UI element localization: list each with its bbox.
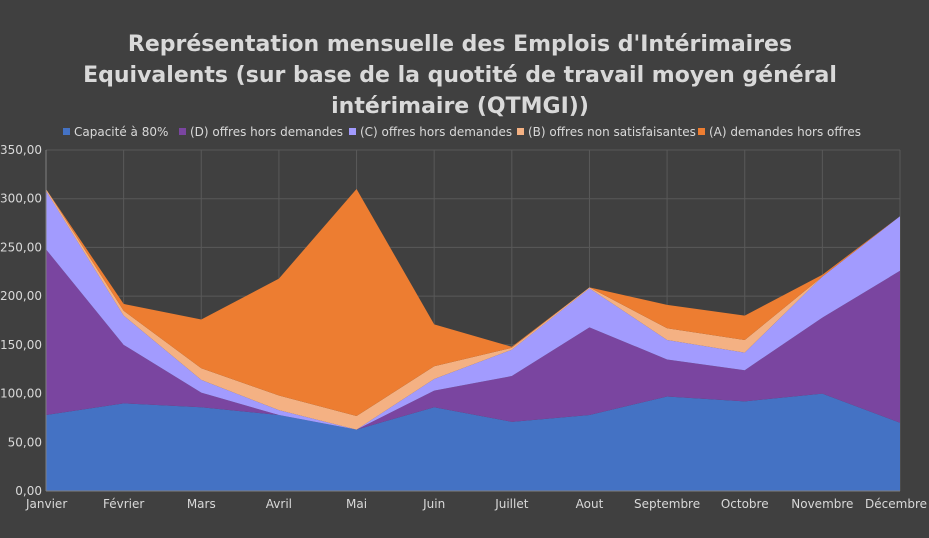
area-series-1 bbox=[46, 249, 900, 430]
y-tick-label-2: 100,00 bbox=[0, 387, 42, 401]
legend-swatch-2 bbox=[349, 128, 356, 135]
x-axis-tick-labels: Janvier Février Mars Avril Mai Juin Juillet Aou… bbox=[25, 497, 927, 511]
y-tick-label-3: 150,00 bbox=[0, 338, 42, 352]
legend-swatch-0 bbox=[63, 128, 70, 135]
y-tick-label-0: 0,00 bbox=[15, 484, 42, 498]
chart-title-line-3: intérimaire (QTMGI)) bbox=[331, 94, 589, 119]
y-axis-tick-labels: 0,00 50,00 100,00 150,00 200,00 250,00 300,00 3… bbox=[0, 143, 42, 498]
legend-swatch-3 bbox=[517, 128, 524, 135]
chart-title-line-1: Représentation mensuelle des Emplois d'I… bbox=[128, 32, 792, 57]
area-series bbox=[46, 188, 900, 491]
x-tick-label-6: Juillet bbox=[494, 497, 529, 511]
x-tick-label-7: Aout bbox=[576, 497, 604, 511]
x-tick-label-3: Avril bbox=[266, 497, 292, 511]
legend-swatch-4 bbox=[698, 128, 705, 135]
chart-title-line-2: Equivalents (sur base de la quotité de t… bbox=[83, 63, 837, 88]
x-tick-label-11: Décembre bbox=[865, 497, 927, 511]
area-series-4 bbox=[46, 188, 900, 416]
area-series-0 bbox=[46, 393, 900, 491]
x-tick-label-10: Novembre bbox=[791, 497, 853, 511]
y-tick-label-5: 250,00 bbox=[0, 240, 42, 254]
y-tick-label-4: 200,00 bbox=[0, 289, 42, 303]
y-tick-label-6: 300,00 bbox=[0, 192, 42, 206]
x-tick-label-2: Mars bbox=[187, 497, 216, 511]
x-tick-label-4: Mai bbox=[346, 497, 367, 511]
legend-label-4: (A) demandes hors offres bbox=[709, 125, 861, 139]
x-tick-label-1: Février bbox=[103, 497, 144, 511]
area-series-2 bbox=[46, 190, 900, 430]
legend-label-0: Capacité à 80% bbox=[74, 125, 168, 139]
x-tick-label-8: Septembre bbox=[634, 497, 700, 511]
x-tick-label-0: Janvier bbox=[25, 497, 67, 511]
x-tick-label-5: Juin bbox=[422, 497, 445, 511]
legend-swatch-1 bbox=[179, 128, 186, 135]
y-tick-label-1: 50,00 bbox=[8, 435, 42, 449]
legend-label-2: (C) offres hors demandes bbox=[360, 125, 512, 139]
y-tick-label-7: 350,00 bbox=[0, 143, 42, 157]
legend-label-1: (D) offres hors demandes bbox=[190, 125, 343, 139]
legend: Capacité à 80% (D) offres hors demandes (C… bbox=[63, 125, 861, 139]
legend-label-3: (B) offres non satisfaisantes bbox=[528, 125, 696, 139]
x-tick-label-9: Octobre bbox=[721, 497, 769, 511]
axes bbox=[45, 150, 900, 492]
